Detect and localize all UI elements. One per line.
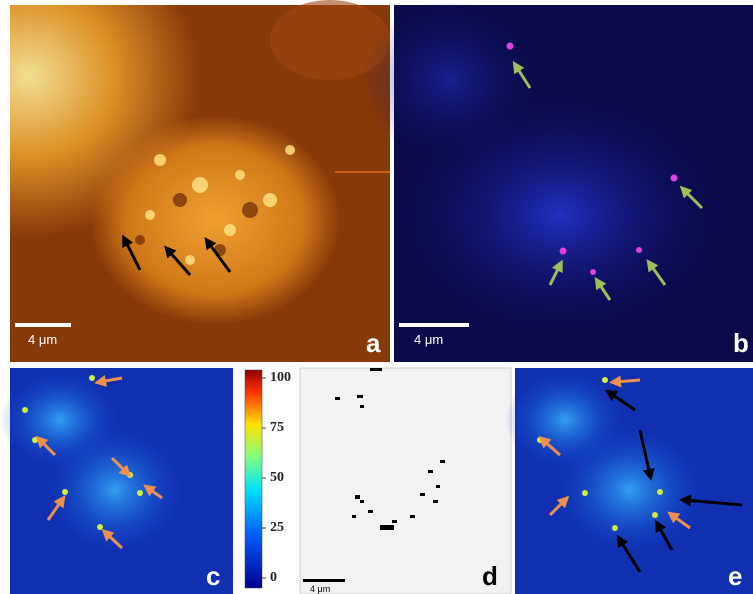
scale-label: 4 μm	[28, 332, 57, 347]
panel-c: c	[0, 368, 233, 594]
panel-label: b	[733, 328, 749, 358]
panel-a: 4 μm a	[10, 0, 390, 362]
panel-label: c	[206, 561, 220, 591]
figure: 4 μm a 4 μm b c 100 75 50 25 0 4 μm d e	[0, 0, 753, 594]
tick-label: 75	[270, 420, 284, 435]
scale-label: 4 μm	[310, 584, 330, 594]
panel-d: 4 μm d	[300, 368, 511, 594]
page: 4 μm a 4 μm b c 1007550250 4 μm d e (() …	[0, 0, 753, 594]
panel-b: 4 μm b	[360, 0, 753, 362]
tick-label: 25	[270, 520, 284, 535]
tick-label: 100	[270, 370, 291, 385]
tick-label: 0	[270, 570, 277, 585]
colorbar: 100 75 50 25 0	[245, 370, 291, 588]
panel-label: a	[366, 328, 381, 358]
panel-label: d	[482, 561, 498, 591]
panel-e: e	[505, 368, 753, 594]
tick-label: 50	[270, 470, 284, 485]
panel-label: e	[728, 561, 742, 591]
scale-label: 4 μm	[414, 332, 443, 347]
